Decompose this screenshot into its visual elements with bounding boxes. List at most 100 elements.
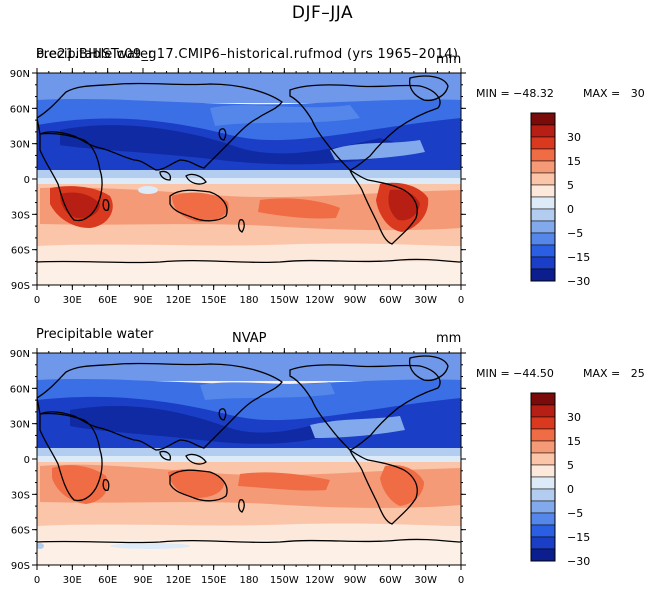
panel2-lat-tick-label: 60N [10,384,30,395]
panel2-colorbar-swatch [530,464,556,478]
panel2-lon-tick-label: 30E [63,575,82,586]
panel1-lon-tick-label: 0 [34,295,40,306]
panel2-colorbar-swatch [530,440,556,454]
panel2-colorbar-swatch [530,536,556,550]
panel2-center-title: NVAP [232,331,267,346]
panel1-lat-tick-label: 60S [11,246,30,257]
panel1-colorbar-swatch [530,208,556,222]
panel1-colorbar-swatch [530,136,556,150]
panel1-colorbar-swatch [530,196,556,210]
panel2-lat-tick-label: 90S [11,561,30,572]
panel2-lon-tick-label: 90E [133,575,152,586]
panel2-max-label: MAX = 25.54 [583,367,645,380]
panel1-colorbar-label: −30 [567,275,590,288]
panel1-lon-tick-label: 120W [305,295,334,306]
panel1-lon-tick-label: 60E [98,295,117,306]
panel1-lon-tick-label: 120E [166,295,191,306]
panel1-lon-tick-label: 90E [133,295,152,306]
panel2-colorbar-swatch [530,548,556,562]
panel2-lon-tick-label: 0 [458,575,464,586]
panel1-lat-tick-label: 30N [10,140,30,151]
panel1-colorbar-label: 15 [567,155,581,168]
panel2-min-label: MIN = −44.50 [476,367,554,380]
panel1-colorbar: 30 15 5 0 −5 −15 −30 [530,112,590,288]
panel1-max-label: MAX = 30.45 [583,87,645,100]
panel1-lat-tick-label: 30S [11,210,30,221]
panel1-lon-tick-label: 30W [414,295,437,306]
panel2-lat-tick-label: 30N [10,420,30,431]
panel2-lon-tick-label: 150E [201,575,226,586]
panel1-colorbar-label: −5 [567,227,583,240]
panel2-colorbar-swatch [530,500,556,514]
panel2-lat-tick-label: 0 [24,455,30,466]
panel1-lon-tick-label: 150W [270,295,299,306]
panel2-lat-tick-label: 30S [11,490,30,501]
panel2-lon-tick-label: 0 [34,575,40,586]
panel1-colorbar-label: 30 [567,131,581,144]
panel2-lon-tick-label: 150W [270,575,299,586]
panel1-colorbar-swatch [530,184,556,198]
figure-title: DJF–JJA [291,3,354,23]
panel2-lon-tick-label: 60E [98,575,117,586]
panel1-lat-tick-label: 90S [11,281,30,292]
panel2-colorbar-label: 30 [567,411,581,424]
panel2-lat-tick-label: 90N [10,349,30,360]
panel2-lon-tick-label: 60W [379,575,402,586]
panel1-lon-tick-label: 30E [63,295,82,306]
panel1-colorbar-swatch [530,244,556,258]
panel2-colorbar-swatch [530,428,556,442]
panel2-units: mm [436,331,462,346]
panel2-map: 90N 60N 30N 0 30S 60S 90S 0 30E 60E 90E 120E 150E 180… [10,348,466,586]
panel1-lat-tick-label: 90N [10,69,30,80]
panel1-colorbar-swatch [530,160,556,174]
panel2-colorbar-label: −30 [567,555,590,568]
panel1-lon-tick-label: 90W [344,295,367,306]
panel2-colorbar: 30 15 5 0 −5 −15 −30 [530,392,590,568]
panel2-colorbar-swatch [530,476,556,490]
panel2-axes: 90N 60N 30N 0 30S 60S 90S 0 30E 60E 90E 120E 150E 180… [10,348,466,586]
panel2-colorbar-label: −15 [567,531,590,544]
panel2-colorbar-label: −5 [567,507,583,520]
panel2-lon-tick-label: 180 [239,575,258,586]
panel2-colorbar-swatch [530,488,556,502]
panel2-lat-tick-label: 60S [11,526,30,537]
panel1-colorbar-swatch [530,112,556,126]
panel1-lon-tick-label: 0 [458,295,464,306]
panel1-lon-tick-label: 180 [239,295,258,306]
panel2-colorbar-swatch [530,512,556,526]
panel1-units: mm [436,52,462,67]
panel1-left-title: Precipitable water [36,47,154,62]
panel2-colorbar-label: 15 [567,435,581,448]
panel1-colorbar-swatch [530,148,556,162]
panel1-colorbar-label: 5 [567,179,574,192]
panel2-left-title: Precipitable water [36,327,154,342]
panel1-colorbar-swatch [530,232,556,246]
panel1-lat-tick-label: 60N [10,104,30,115]
panel2-colorbar-label: 0 [567,483,574,496]
panel2-colorbar-label: 5 [567,459,574,472]
panel1-axes: 90N 60N 30N 0 30S 60S 90S 0 30E 60E 90E 120E 150E 180… [10,68,466,306]
panel1-colorbar-swatch [530,124,556,138]
panel1-lat-tick-label: 0 [24,175,30,186]
panel1-map: 90N 60N 30N 0 30S 60S 90S 0 30E 60E 90E 120E 150E 180… [10,68,466,306]
panel1-colorbar-label: 0 [567,203,574,216]
panel1-overlay-title: b.e21.BHISTc09_g17.CMIP6–historical.rufm… [36,47,459,62]
panel1-colorbar-swatch [530,256,556,270]
panel2-colorbar-swatch [530,416,556,430]
panel2-lon-tick-label: 90W [344,575,367,586]
panel1-lon-tick-label: 60W [379,295,402,306]
panel1-lon-tick-label: 150E [201,295,226,306]
panel2-colorbar-swatch [530,392,556,406]
panel2-lon-tick-label: 120W [305,575,334,586]
panel1-colorbar-swatch [530,220,556,234]
panel1-colorbar-swatch [530,268,556,282]
panel1-colorbar-label: −15 [567,251,590,264]
panel1-colorbar-swatch [530,172,556,186]
panel2-lon-tick-label: 30W [414,575,437,586]
panel2-colorbar-swatch [530,524,556,538]
panel2-colorbar-swatch [530,452,556,466]
panel2-colorbar-swatch [530,404,556,418]
panel2-lon-tick-label: 120E [166,575,191,586]
panel1-min-label: MIN = −48.32 [476,87,554,100]
